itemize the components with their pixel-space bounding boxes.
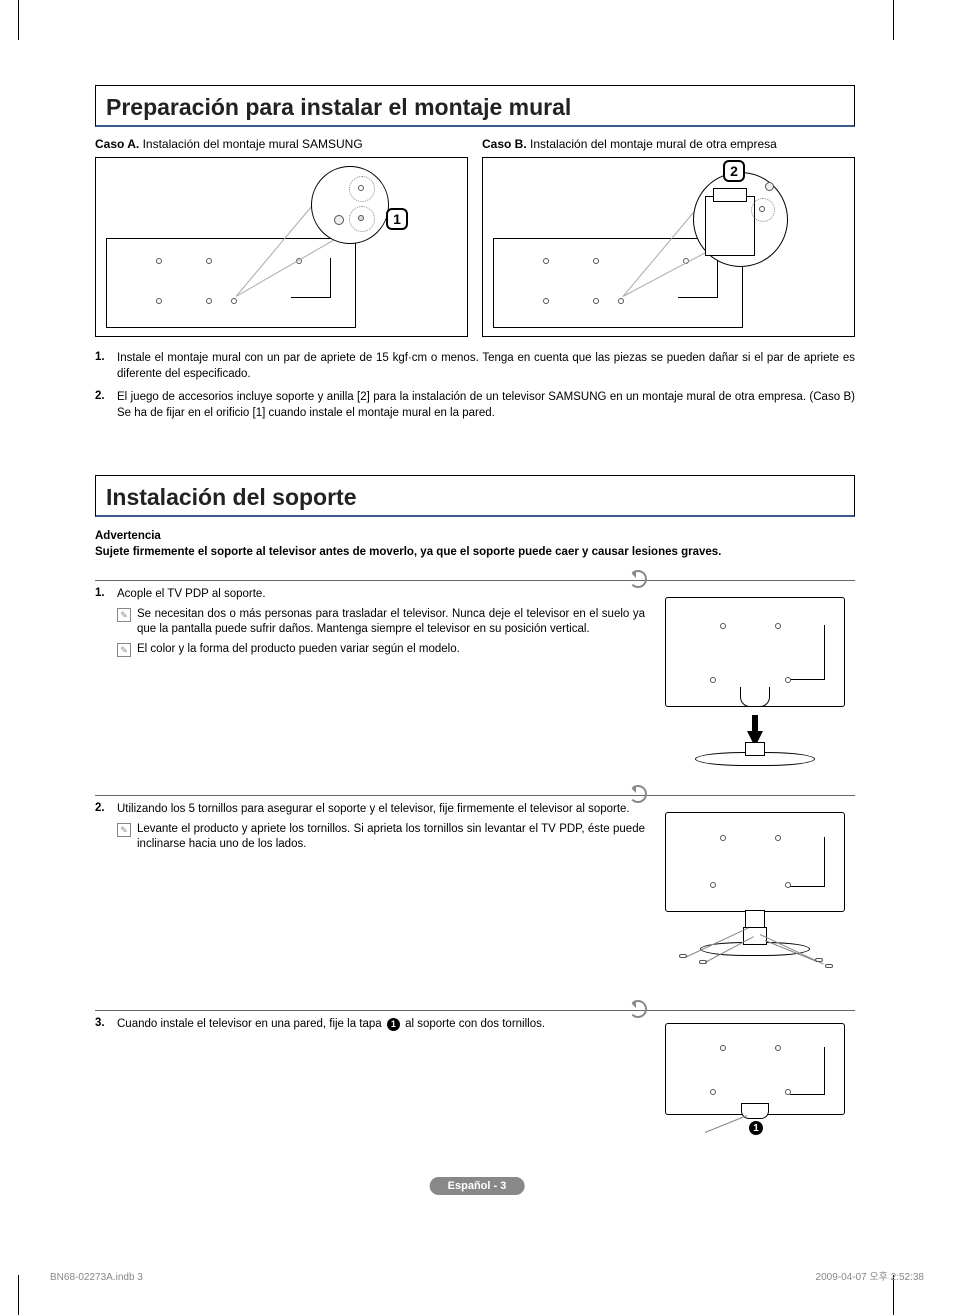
step-text: 1. Acople el TV PDP al soporte. ✎ Se nec… bbox=[95, 587, 655, 777]
note-item: ✎ Se necesitan dos o más personas para t… bbox=[117, 607, 645, 638]
print-mark-right: 2009-04-07 오후 2:52:38 bbox=[816, 1268, 924, 1283]
step-num: 1. bbox=[95, 587, 117, 657]
list-num: 2. bbox=[95, 390, 117, 421]
note-item: ✎ El color y la forma del producto puede… bbox=[117, 642, 645, 658]
note-item: ✎ Levante el producto y apriete los torn… bbox=[117, 822, 645, 853]
list-text: El juego de accesorios incluye soporte y… bbox=[117, 390, 855, 421]
case-a-diagram: 1 bbox=[95, 157, 468, 337]
list-text: Instale el montaje mural con un par de a… bbox=[117, 351, 855, 382]
case-b-column: Caso B. Instalación del montaje mural de… bbox=[482, 137, 855, 337]
step-1: 1. Acople el TV PDP al soporte. ✎ Se nec… bbox=[95, 580, 855, 777]
step-2: 2. Utilizando los 5 tornillos para asegu… bbox=[95, 795, 855, 992]
case-b-callout: 2 bbox=[723, 160, 745, 182]
note-text: Levante el producto y apriete los tornil… bbox=[137, 822, 645, 853]
step-text: 3. Cuando instale el televisor en una pa… bbox=[95, 1017, 655, 1137]
step-text: 2. Utilizando los 5 tornillos para asegu… bbox=[95, 802, 655, 992]
diagram-callout: 1 bbox=[749, 1121, 763, 1135]
warning-text: Sujete firmemente el soporte al televiso… bbox=[95, 545, 855, 561]
list-num: 1. bbox=[95, 351, 117, 382]
note-icon: ✎ bbox=[117, 608, 131, 622]
case-a-callout: 1 bbox=[386, 208, 408, 230]
case-a-prefix: Caso A. bbox=[95, 137, 139, 151]
continue-icon bbox=[629, 1000, 647, 1018]
section1-title: Preparación para instalar el montaje mur… bbox=[95, 85, 855, 127]
step-main-text: Acople el TV PDP al soporte. bbox=[117, 587, 645, 603]
note-text: El color y la forma del producto pueden … bbox=[137, 642, 460, 658]
case-a-rest: Instalación del montaje mural SAMSUNG bbox=[139, 137, 362, 151]
continue-icon bbox=[629, 570, 647, 588]
step-num: 2. bbox=[95, 802, 117, 853]
case-a-column: Caso A. Instalación del montaje mural SA… bbox=[95, 137, 468, 337]
step-2-diagram bbox=[655, 802, 855, 992]
case-b-prefix: Caso B. bbox=[482, 137, 527, 151]
page-number-badge: Español - 3 bbox=[430, 1177, 525, 1195]
section1-list: 1. Instale el montaje mural con un par d… bbox=[95, 351, 855, 421]
step-main-text: Utilizando los 5 tornillos para asegurar… bbox=[117, 802, 645, 818]
list-item: 2. El juego de accesorios incluye soport… bbox=[95, 390, 855, 421]
continue-icon bbox=[629, 785, 647, 803]
case-row: Caso A. Instalación del montaje mural SA… bbox=[95, 137, 855, 337]
case-b-rest: Instalación del montaje mural de otra em… bbox=[527, 137, 777, 151]
step-main-text: Cuando instale el televisor en una pared… bbox=[117, 1017, 645, 1033]
step-3-diagram: 1 bbox=[655, 1017, 855, 1137]
step-3: 3. Cuando instale el televisor en una pa… bbox=[95, 1010, 855, 1137]
warning-label: Advertencia bbox=[95, 529, 855, 545]
page-content: Preparación para instalar el montaje mur… bbox=[95, 85, 855, 1137]
case-b-label: Caso B. Instalación del montaje mural de… bbox=[482, 137, 855, 151]
step-1-diagram bbox=[655, 587, 855, 777]
print-mark-left: BN68-02273A.indb 3 bbox=[50, 1272, 143, 1283]
case-a-label: Caso A. Instalación del montaje mural SA… bbox=[95, 137, 468, 151]
inline-callout: 1 bbox=[387, 1018, 400, 1031]
list-item: 1. Instale el montaje mural con un par d… bbox=[95, 351, 855, 382]
section2-title: Instalación del soporte bbox=[95, 475, 855, 517]
warning-block: Advertencia Sujete firmemente el soporte… bbox=[95, 529, 855, 560]
note-icon: ✎ bbox=[117, 643, 131, 657]
case-b-diagram: 2 bbox=[482, 157, 855, 337]
step-num: 3. bbox=[95, 1017, 117, 1033]
note-text: Se necesitan dos o más personas para tra… bbox=[137, 607, 645, 638]
note-icon: ✎ bbox=[117, 823, 131, 837]
